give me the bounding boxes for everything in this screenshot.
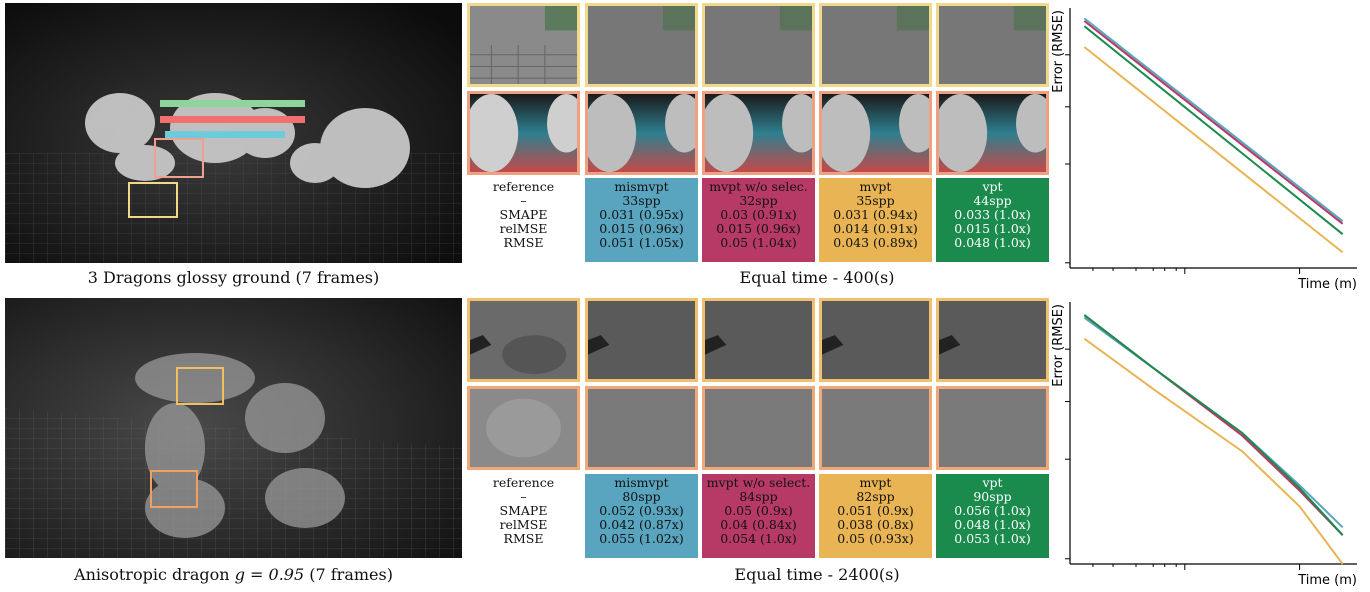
rmse-plot: Time (m) Error (RMSE): [1051, 2, 1367, 292]
series-line-mvpt: [1083, 337, 1344, 565]
time-caption: Equal time - 2400(s): [734, 565, 900, 584]
crop-mismvpt: [585, 91, 698, 175]
rmse-plot: Time (m) Error (RMSE): [1051, 296, 1367, 588]
x-axis-label: Time (m): [1297, 277, 1357, 290]
series-line-mvpt_wo: [1083, 314, 1344, 536]
stat-box-vpt: vpt 44spp 0.033 (1.0x) 0.015 (1.0x) 0.04…: [936, 178, 1049, 262]
crop-vpt: [936, 3, 1049, 87]
time-caption: Equal time - 400(s): [739, 268, 895, 287]
stat-box-vpt: vpt 90spp 0.056 (1.0x) 0.048 (1.0x) 0.05…: [936, 474, 1049, 558]
crop-mvpt-wo: [702, 298, 815, 382]
stat-box-mismvpt: mismvpt 80spp 0.052 (0.93x) 0.042 (0.87x…: [585, 474, 698, 558]
stat-box-mismvpt: mismvpt 33spp 0.031 (0.95x) 0.015 (0.96x…: [585, 178, 698, 262]
y-axis-label: Error (RMSE): [1052, 304, 1066, 387]
scene-caption: 3 Dragons glossy ground (7 frames): [87, 268, 380, 287]
crop-mvpt-wo: [702, 3, 815, 87]
x-axis-label: Time (m): [1297, 573, 1357, 588]
crop-mvpt-wo: [702, 91, 815, 175]
crop-mvpt: [819, 386, 932, 470]
crop-vpt: [936, 298, 1049, 382]
crop-mvpt-wo: [702, 386, 815, 470]
scene-caption: Anisotropic dragon g = 0.95 (7 frames): [74, 565, 393, 584]
stat-box-mvpt: mvpt 82spp 0.051 (0.9x) 0.038 (0.8x) 0.0…: [819, 474, 932, 558]
stat-box-mvpt-wo: mvpt w/o select. 84spp 0.05 (0.9x) 0.04 …: [702, 474, 815, 558]
scene-render-anisotropic: [5, 298, 462, 558]
crop-mismvpt: [585, 386, 698, 470]
series-line-mvpt_wo: [1083, 20, 1344, 225]
series-line-vpt: [1083, 25, 1344, 235]
scene-render-dragons: [5, 3, 462, 263]
crop-reference: [467, 386, 580, 470]
stat-box-mvpt: mvpt 35spp 0.031 (0.94x) 0.014 (0.91x) 0…: [819, 178, 932, 262]
crop-mvpt: [819, 3, 932, 87]
scene-math: g = 0.95: [234, 565, 305, 584]
y-axis-label: Error (RMSE): [1052, 10, 1066, 93]
crop-mismvpt: [585, 3, 698, 87]
rmse-plot-svg: Time (m) Error (RMSE): [1051, 8, 1357, 292]
series-line-mismvpt: [1083, 17, 1344, 222]
crop-reference: [467, 91, 580, 175]
crop-mismvpt: [585, 298, 698, 382]
series-line-vpt: [1083, 314, 1344, 536]
series-line-mvpt: [1083, 46, 1344, 254]
crop-vpt: [936, 386, 1049, 470]
crop-reference: [467, 3, 580, 87]
rmse-plot-svg: Time (m) Error (RMSE): [1051, 302, 1357, 588]
crop-vpt: [936, 91, 1049, 175]
stat-box-mvpt-wo: mvpt w/o selec. 32spp 0.03 (0.91x) 0.015…: [702, 178, 815, 262]
reference-labels: reference – SMAPE relMSE RMSE: [492, 179, 555, 250]
reference-labels: reference – SMAPE relMSE RMSE: [492, 475, 555, 546]
crop-reference: [467, 298, 580, 382]
crop-mvpt: [819, 91, 932, 175]
crop-mvpt: [819, 298, 932, 382]
